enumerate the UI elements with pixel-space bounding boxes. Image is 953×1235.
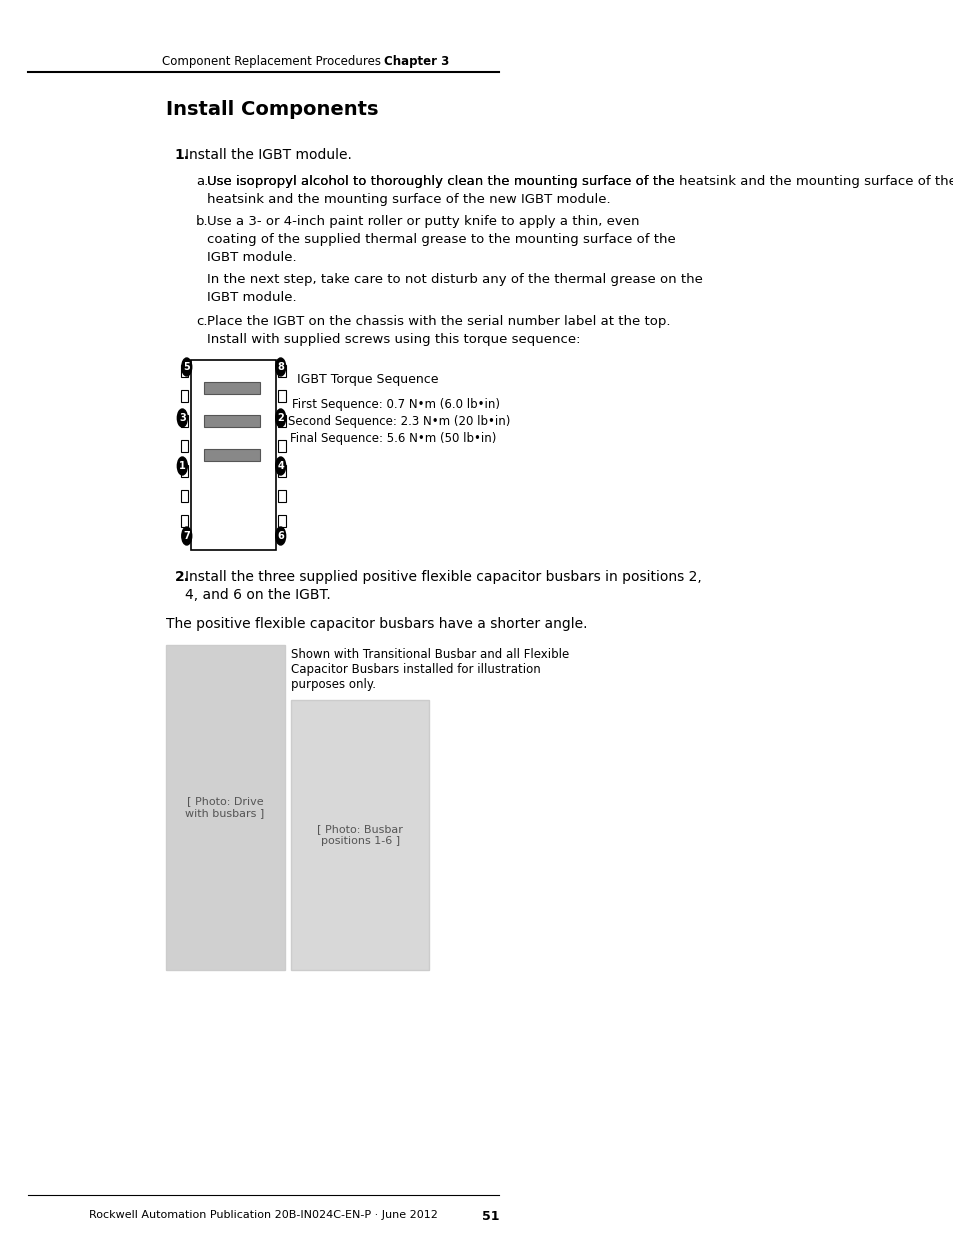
Text: IGBT Torque Sequence: IGBT Torque Sequence: [297, 373, 438, 387]
Text: IGBT module.: IGBT module.: [207, 251, 296, 264]
Text: IGBT module.: IGBT module.: [207, 291, 296, 304]
Text: Install the IGBT module.: Install the IGBT module.: [185, 148, 352, 162]
Text: 3: 3: [179, 412, 186, 424]
Text: 1: 1: [179, 461, 186, 471]
Bar: [180, 515, 188, 527]
Text: Component Replacement Procedures: Component Replacement Procedures: [162, 56, 381, 68]
Circle shape: [275, 457, 285, 475]
Text: purposes only.: purposes only.: [291, 678, 375, 692]
Bar: [180, 440, 188, 452]
Circle shape: [182, 527, 192, 545]
Text: Place the IGBT on the chassis with the serial number label at the top.: Place the IGBT on the chassis with the s…: [207, 315, 670, 329]
Text: Capacitor Busbars installed for illustration: Capacitor Busbars installed for illustra…: [291, 663, 540, 676]
Bar: [278, 415, 286, 427]
Text: 7: 7: [183, 531, 190, 541]
Text: 8: 8: [277, 362, 284, 372]
Text: [ Photo: Drive
with busbars ]: [ Photo: Drive with busbars ]: [185, 797, 264, 818]
Text: Chapter 3: Chapter 3: [384, 56, 449, 68]
Bar: [191, 359, 276, 550]
Text: In the next step, take care to not disturb any of the thermal grease on the: In the next step, take care to not distu…: [207, 273, 702, 287]
Bar: [278, 515, 286, 527]
Text: 6: 6: [277, 531, 284, 541]
Bar: [180, 390, 188, 403]
Circle shape: [182, 358, 192, 375]
Text: [ Photo: Busbar
positions 1-6 ]: [ Photo: Busbar positions 1-6 ]: [317, 824, 403, 846]
Bar: [180, 366, 188, 377]
Circle shape: [177, 409, 187, 427]
Text: 2: 2: [277, 412, 284, 424]
Text: 51: 51: [481, 1210, 499, 1223]
Bar: [278, 440, 286, 452]
Text: Use isopropyl alcohol to thoroughly clean the mounting surface of the heatsink a: Use isopropyl alcohol to thoroughly clea…: [207, 175, 953, 188]
Circle shape: [177, 457, 187, 475]
Circle shape: [275, 409, 285, 427]
Text: 5: 5: [183, 362, 190, 372]
Text: Second Sequence: 2.3 N•m (20 lb•in): Second Sequence: 2.3 N•m (20 lb•in): [288, 415, 510, 429]
Text: Rockwell Automation Publication 20B-IN024C-EN-P · June 2012: Rockwell Automation Publication 20B-IN02…: [89, 1210, 437, 1220]
Bar: [204, 450, 259, 461]
Bar: [180, 490, 188, 501]
Bar: [278, 390, 286, 403]
Bar: [166, 645, 284, 969]
Bar: [204, 415, 259, 427]
Text: 4: 4: [277, 461, 284, 471]
Circle shape: [275, 527, 285, 545]
Bar: [204, 382, 259, 394]
Text: a.: a.: [196, 175, 208, 188]
Text: Use isopropyl alcohol to thoroughly clean the mounting surface of the: Use isopropyl alcohol to thoroughly clea…: [207, 175, 674, 188]
Bar: [278, 466, 286, 477]
Bar: [291, 700, 429, 969]
Text: heatsink and the mounting surface of the new IGBT module.: heatsink and the mounting surface of the…: [207, 193, 610, 206]
Text: Use a 3- or 4-inch paint roller or putty knife to apply a thin, even: Use a 3- or 4-inch paint roller or putty…: [207, 215, 639, 228]
Text: Final Sequence: 5.6 N•m (50 lb•in): Final Sequence: 5.6 N•m (50 lb•in): [289, 432, 496, 445]
Bar: [180, 415, 188, 427]
Text: 2.: 2.: [174, 571, 190, 584]
Text: The positive flexible capacitor busbars have a shorter angle.: The positive flexible capacitor busbars …: [166, 618, 587, 631]
Text: 1.: 1.: [174, 148, 190, 162]
Text: Install with supplied screws using this torque sequence:: Install with supplied screws using this …: [207, 333, 580, 346]
Text: Install Components: Install Components: [166, 100, 377, 119]
Text: Install the three supplied positive flexible capacitor busbars in positions 2,: Install the three supplied positive flex…: [185, 571, 701, 584]
Text: First Sequence: 0.7 N•m (6.0 lb•in): First Sequence: 0.7 N•m (6.0 lb•in): [292, 398, 499, 411]
Bar: [278, 490, 286, 501]
Bar: [180, 466, 188, 477]
Text: 4, and 6 on the IGBT.: 4, and 6 on the IGBT.: [185, 588, 331, 601]
Text: Shown with Transitional Busbar and all Flexible: Shown with Transitional Busbar and all F…: [291, 648, 569, 661]
Bar: [278, 366, 286, 377]
Text: c.: c.: [196, 315, 208, 329]
Circle shape: [275, 358, 285, 375]
Text: b.: b.: [196, 215, 209, 228]
Text: coating of the supplied thermal grease to the mounting surface of the: coating of the supplied thermal grease t…: [207, 233, 676, 246]
